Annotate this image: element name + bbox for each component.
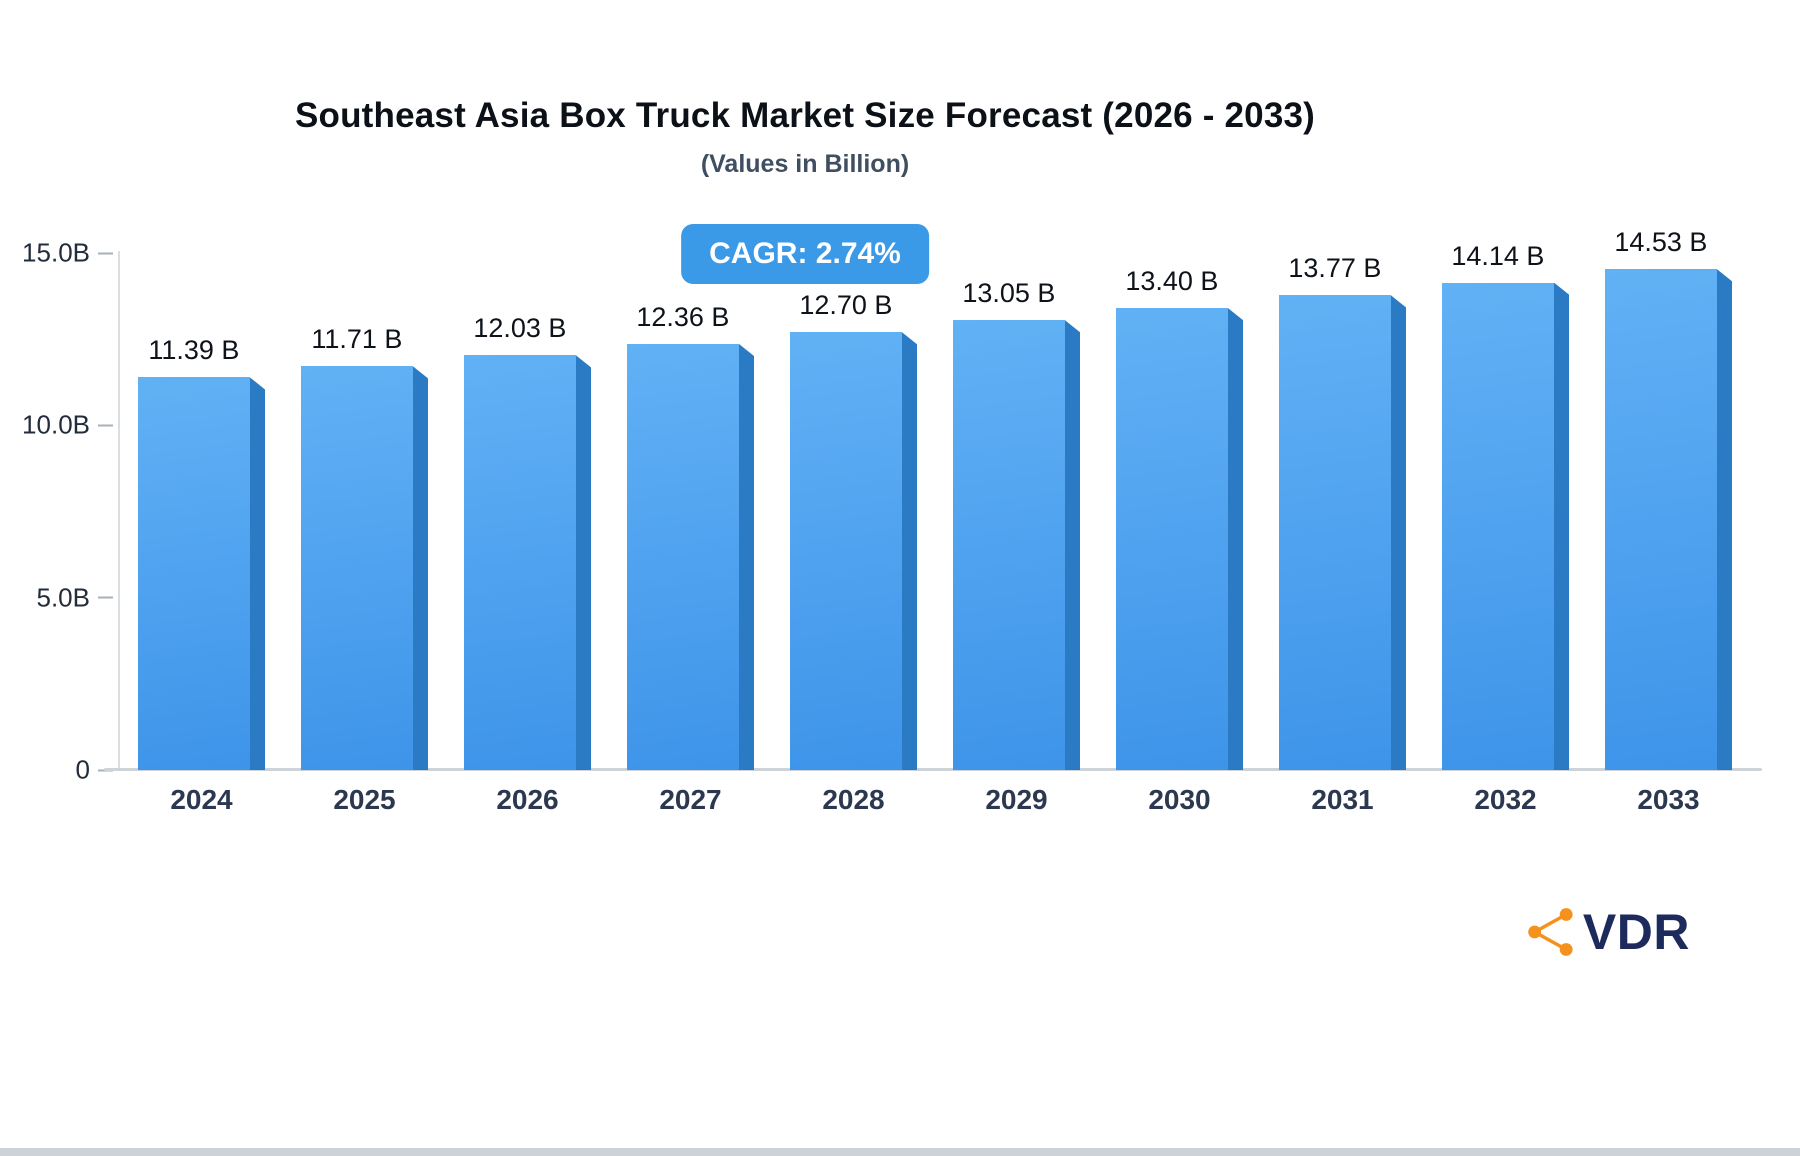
bar-front-face (1605, 269, 1717, 770)
bar: 12.70 B (790, 290, 917, 770)
bar-group: 12.70 B (772, 253, 935, 770)
bar-value-label: 14.53 B (1614, 227, 1708, 258)
bar-group: 13.40 B (1098, 253, 1261, 770)
bar-value-label: 14.14 B (1451, 240, 1545, 271)
bar-side-face (250, 377, 265, 770)
bar-side-face (902, 332, 917, 770)
bar: 14.53 B (1605, 227, 1732, 770)
cagr-badge: CAGR: 2.74% (681, 224, 929, 284)
bar-front-face (1116, 308, 1228, 770)
x-axis-label: 2031 (1311, 784, 1374, 815)
bottom-border (0, 1148, 1800, 1156)
bar-side-face (1065, 320, 1080, 770)
bar-group: 14.14 B (1424, 241, 1587, 770)
y-axis-line (118, 251, 120, 770)
bar-value-label: 13.77 B (1288, 253, 1382, 284)
x-axis-label: 2024 (170, 784, 233, 815)
bar: 13.05 B (953, 278, 1080, 770)
bar-side-face (576, 355, 591, 770)
x-axis-label: 2028 (822, 784, 885, 815)
chart-subtitle: (Values in Billion) (700, 150, 910, 178)
bar: 13.40 B (1116, 266, 1243, 770)
bar-value-label: 13.05 B (962, 278, 1056, 309)
bar-value-label: 11.39 B (148, 335, 240, 366)
bar-side-face (1554, 282, 1569, 770)
bar-group: 13.05 B (935, 253, 1098, 770)
bar-front-face (138, 377, 250, 770)
x-axis-label: 2030 (1148, 784, 1211, 815)
bar-value-label: 12.03 B (473, 313, 567, 344)
y-axis-tick: 5.0B (0, 582, 113, 613)
y-axis-tick: 10.0B (0, 410, 113, 441)
tick-mark (98, 252, 113, 254)
bar-front-face (790, 332, 902, 770)
bar: 11.71 B (301, 324, 428, 770)
bar-front-face (1442, 282, 1554, 770)
bar-value-label: 12.36 B (636, 302, 730, 332)
y-axis-tick: 0 (0, 755, 113, 786)
x-axis-label: 2032 (1474, 784, 1537, 815)
x-axis-labels: 2024 2025 2026 2027 2028 2029 2030 2031 2032 2033 (120, 784, 1750, 816)
brand-logo-text: VDR (1582, 904, 1690, 960)
bar-group: 13.77 B (1261, 253, 1424, 770)
bar-front-face (301, 366, 413, 770)
bar: 12.03 B (464, 313, 591, 770)
y-axis-tick-label: 15.0B (22, 237, 90, 268)
brand-logo: VDR (1523, 903, 1690, 961)
bar-front-face (953, 320, 1065, 770)
bar-group: 12.36 B (609, 253, 772, 770)
x-axis-label: 2026 (496, 784, 559, 815)
x-axis-label: 2033 (1637, 784, 1700, 815)
bar-side-face (1717, 269, 1732, 770)
bar-value-label: 11.71 B (311, 324, 403, 355)
x-axis-label: 2025 (333, 784, 396, 815)
bar-side-face (413, 366, 428, 770)
bar-group: 11.71 B (283, 253, 446, 770)
y-axis-tick-label: 0 (75, 754, 90, 785)
x-axis-label: 2027 (659, 784, 722, 815)
bar-group: 11.39 B (120, 253, 283, 770)
chart-title: Southeast Asia Box Truck Market Size For… (294, 96, 1316, 135)
y-axis-tick: 15.0B (0, 238, 113, 269)
bar: 13.77 B (1279, 253, 1406, 770)
bar-front-face (627, 344, 739, 770)
x-axis-label: 2029 (985, 784, 1048, 815)
bar-series: 11.39 B 11.71 B 12.03 B 12.36 B 12.70 B 13.05… (120, 227, 1750, 770)
bar-front-face (1279, 295, 1391, 770)
bar-side-face (1228, 308, 1243, 770)
bar-value-label: 13.40 B (1125, 266, 1219, 297)
y-axis-tick-label: 10.0B (22, 409, 90, 440)
bar: 12.36 B (627, 302, 754, 770)
share-network-icon (1528, 908, 1573, 956)
y-axis-tick-label: 5.0B (36, 582, 91, 613)
bar-group: 12.03 B (446, 253, 609, 770)
tick-mark (98, 596, 113, 599)
bar-front-face (464, 355, 576, 770)
bar-side-face (1391, 295, 1406, 770)
bar: 11.39 B (138, 335, 265, 770)
bar-side-face (739, 344, 754, 770)
tick-mark (98, 424, 113, 427)
bar: 14.14 B (1442, 241, 1569, 770)
bar-value-label: 12.70 B (799, 290, 893, 321)
x-axis-line (104, 768, 1762, 771)
bar-group: 14.53 B (1587, 227, 1750, 770)
